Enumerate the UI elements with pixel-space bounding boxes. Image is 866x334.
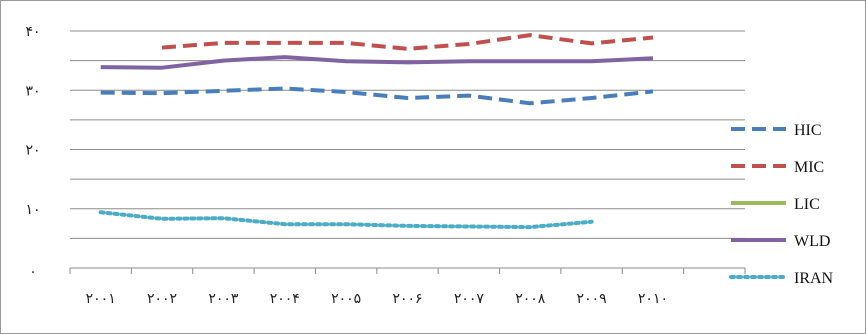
x-tick-label: ۲۰۰۹: [577, 291, 607, 307]
x-tick-label: ۲۰۱۰: [638, 291, 668, 307]
x-tick-label: ۲۰۰۲: [147, 291, 177, 307]
y-tick-label: ۴۰: [25, 24, 40, 40]
series-line-hic: [100, 86, 654, 106]
legend-label-hic: HIC: [794, 122, 822, 139]
y-tick-label: ۱۰: [25, 202, 40, 218]
legend-label-mic: MIC: [794, 159, 824, 176]
x-tick-label: ۲۰۰۸: [515, 291, 546, 307]
legend-label-wld: WLD: [794, 233, 830, 250]
series-line-wld: [100, 55, 654, 70]
x-tick-label: ۲۰۰۱: [86, 291, 116, 307]
y-tick-label: ۳۰: [25, 83, 40, 99]
y-tick-label: .: [31, 261, 35, 277]
y-tick-label: ۲۰: [25, 143, 40, 159]
series-line-mic: [161, 33, 654, 51]
legend-label-iran: IRAN: [794, 270, 834, 287]
x-tick-label: ۲۰۰۴: [270, 291, 300, 307]
x-tick-label: ۲۰۰۷: [454, 291, 485, 307]
x-tick-label: ۲۰۰۶: [392, 291, 422, 307]
x-tick-label: ۲۰۰۵: [331, 291, 361, 307]
series-line-iran: [98, 210, 594, 230]
x-tick-label: ۲۰۰۳: [208, 291, 239, 307]
legend-label-lic: LIC: [794, 196, 820, 213]
